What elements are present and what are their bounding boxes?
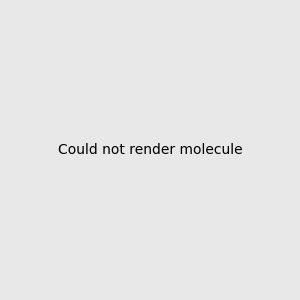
Text: Could not render molecule: Could not render molecule: [58, 143, 242, 157]
